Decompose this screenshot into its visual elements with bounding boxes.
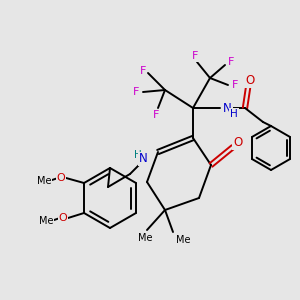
Text: F: F [228, 57, 234, 67]
Text: Me: Me [39, 216, 53, 226]
Text: Me: Me [138, 233, 152, 243]
Text: O: O [58, 213, 68, 223]
Text: O: O [233, 136, 243, 149]
Text: H: H [134, 150, 142, 160]
Text: O: O [57, 173, 65, 183]
Text: O: O [245, 74, 255, 88]
Text: F: F [153, 110, 159, 120]
Text: F: F [192, 51, 198, 61]
Text: N: N [223, 101, 232, 115]
Text: Me: Me [176, 235, 190, 245]
Text: F: F [133, 87, 139, 97]
Text: Me: Me [37, 176, 51, 186]
Text: F: F [140, 66, 146, 76]
Text: N: N [139, 152, 148, 166]
Text: H: H [230, 109, 238, 119]
Text: F: F [232, 80, 238, 90]
